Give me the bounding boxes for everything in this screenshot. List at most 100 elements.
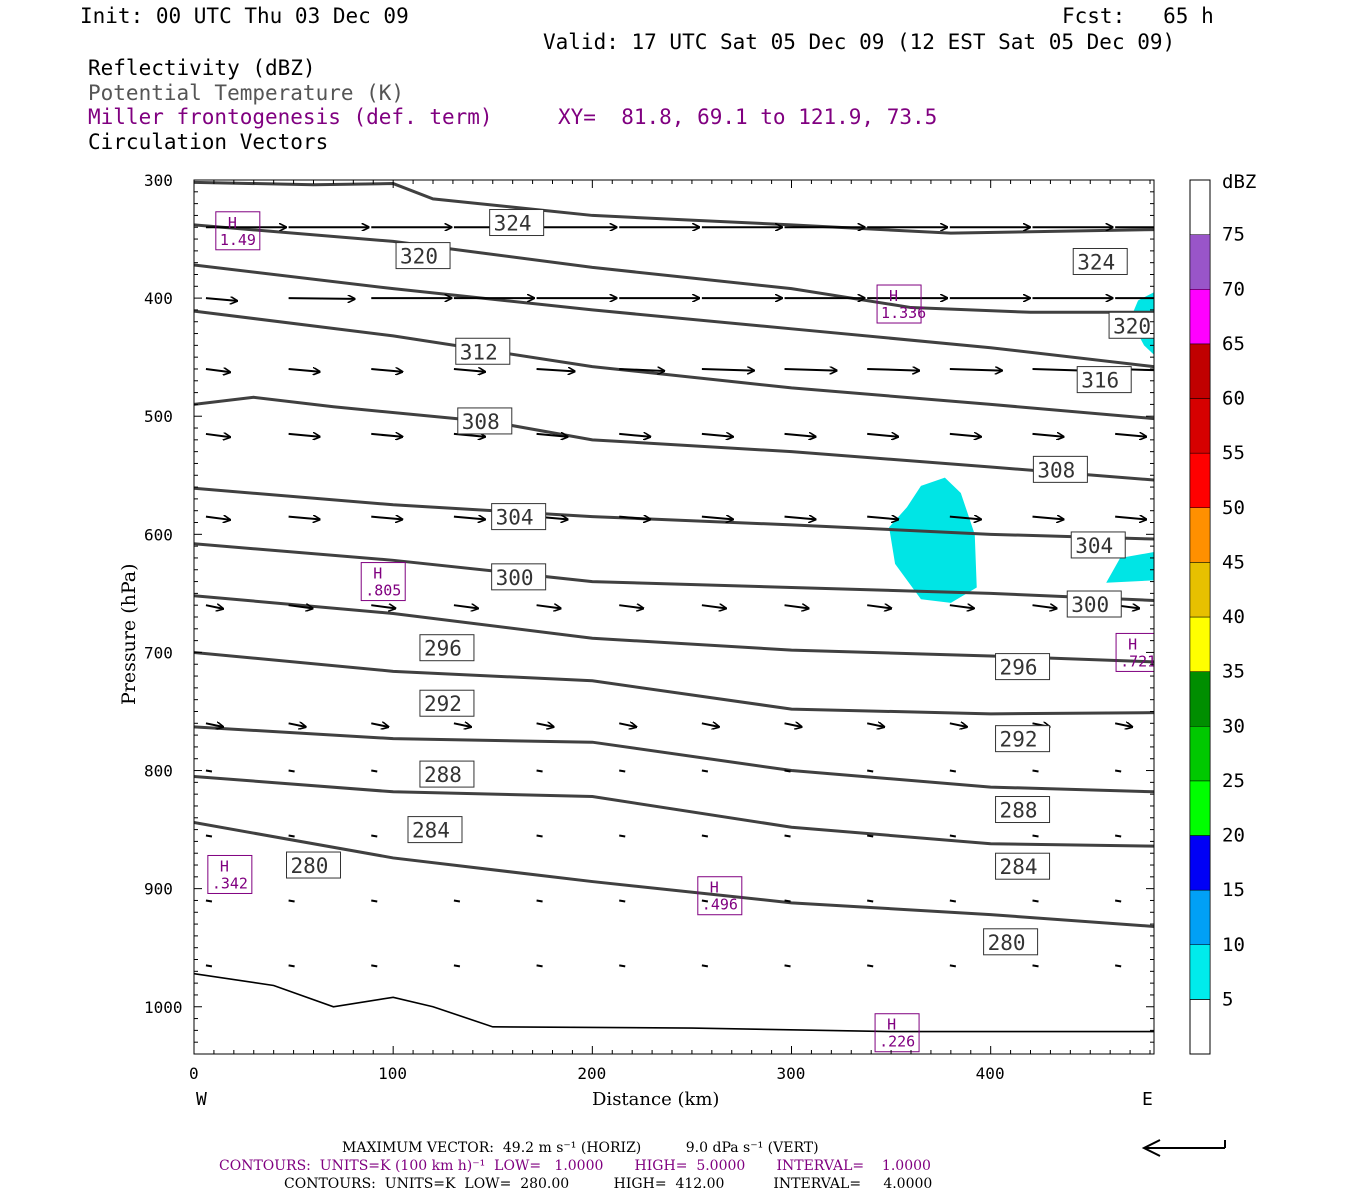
circulation-vector — [371, 605, 395, 608]
colorbar-swatch — [1189, 998, 1211, 1055]
colorbar-swatch — [1189, 289, 1211, 345]
theta-label-box — [1108, 311, 1154, 339]
colorbar-label: 25 — [1222, 770, 1245, 792]
circulation-vector — [1032, 834, 1039, 838]
circulation-vector — [453, 369, 485, 372]
circulation-vector — [1032, 369, 1085, 371]
footer-contours-frontogenesis: CONTOURS: UNITS=K (100 km h)⁻¹ LOW= 1.00… — [219, 1158, 931, 1174]
colorbar-swatch — [1189, 343, 1211, 399]
circulation-vector — [949, 899, 957, 903]
circulation-vector — [288, 964, 295, 968]
theta-contour-label: 284 — [1000, 855, 1038, 879]
x-axis-title: Distance (km) — [592, 1089, 719, 1110]
circulation-vector — [536, 964, 543, 968]
circulation-vector — [949, 605, 974, 608]
theta-contour-label: 324 — [1077, 250, 1115, 274]
theta-contour-304 — [194, 486, 1154, 541]
theta-contour-316 — [194, 263, 1154, 369]
circulation-vector — [1114, 834, 1122, 838]
circulation-vector — [205, 723, 223, 727]
frontogenesis-max-value: .721 — [1120, 652, 1156, 670]
circulation-vector — [453, 605, 478, 608]
frontogenesis-max-value: .805 — [365, 582, 401, 600]
circulation-vector — [866, 723, 884, 727]
footer-contours-theta: CONTOURS: UNITS=K LOW= 280.00 HIGH= 412.… — [284, 1176, 933, 1192]
circulation-vector — [619, 434, 650, 437]
y-tick-label: 400 — [144, 289, 173, 308]
frontogenesis-max-h: H — [220, 857, 229, 875]
theta-contour-label: 300 — [496, 566, 534, 590]
circulation-vector — [701, 899, 709, 903]
circulation-vector — [288, 605, 313, 608]
west-label: W — [196, 1089, 207, 1110]
frontogenesis-max-box — [697, 876, 743, 916]
frontogenesis-max-box — [215, 211, 261, 251]
circulation-vector — [371, 899, 378, 903]
theta-label-box — [995, 796, 1051, 824]
theta-label-box — [983, 928, 1039, 956]
circulation-vector — [784, 605, 809, 608]
circulation-vector — [949, 369, 1002, 371]
theta-contour-label: 296 — [424, 637, 462, 661]
circulation-vector — [371, 723, 388, 727]
frontogenesis-max-h: H — [228, 214, 237, 232]
theta-contour-312 — [194, 309, 1154, 421]
colorbar-unit: dBZ — [1222, 171, 1256, 193]
circulation-vector — [701, 517, 733, 520]
circulation-vector — [288, 769, 295, 773]
y-tick-label: 300 — [144, 171, 173, 190]
theta-label-box — [995, 852, 1051, 880]
theta-label-box — [1032, 455, 1088, 483]
x-tick-label: 100 — [378, 1064, 407, 1083]
theta-contour-label: 280 — [988, 931, 1026, 955]
frontogenesis-max-box — [876, 284, 922, 324]
field-reflectivity: Reflectivity (dBZ) — [88, 56, 316, 80]
theta-label-box — [455, 337, 511, 365]
theta-label-box — [457, 407, 513, 435]
colorbar-swatch — [1189, 889, 1211, 945]
y-tick-label: 500 — [144, 407, 173, 426]
circulation-vector — [867, 605, 891, 608]
theta-label-box — [419, 634, 475, 662]
circulation-vector — [205, 605, 223, 609]
theta-contour-label: 292 — [1000, 728, 1038, 752]
colorbar-label: 35 — [1222, 661, 1245, 683]
circulation-vector — [619, 964, 626, 968]
circulation-vector — [701, 723, 719, 727]
circulation-vector — [1032, 964, 1039, 968]
colorbar-swatch — [1189, 616, 1211, 672]
frontogenesis-max-h: H — [1128, 635, 1137, 653]
field-frontogenesis: Miller frontogenesis (def. term) — [88, 105, 493, 129]
theta-label-box — [1070, 531, 1126, 559]
theta-contour-label: 304 — [496, 506, 534, 530]
colorbar-swatch — [1189, 452, 1211, 508]
circulation-vector — [536, 605, 561, 608]
circulation-vector — [949, 964, 957, 968]
circulation-vector — [371, 434, 402, 437]
theta-contour-label: 312 — [460, 340, 498, 364]
field-vectors: Circulation Vectors — [88, 130, 329, 154]
theta-contour-280 — [194, 821, 1154, 928]
reflectivity-area — [889, 477, 977, 603]
circulation-vector — [371, 517, 402, 520]
x-tick-label: 400 — [976, 1064, 1005, 1083]
circulation-vector — [453, 899, 461, 903]
circulation-vector — [619, 769, 626, 773]
colorbar-label: 65 — [1222, 333, 1245, 355]
xy-endpoints: XY= 81.8, 69.1 to 121.9, 73.5 — [558, 105, 938, 129]
circulation-vector — [205, 369, 230, 372]
colorbar-swatch — [1189, 944, 1211, 1000]
theta-contour-label: 316 — [1081, 369, 1119, 393]
circulation-vector — [205, 899, 213, 903]
frontogenesis-max-value: .226 — [879, 1033, 915, 1051]
theta-contour-320 — [194, 223, 1154, 314]
circulation-vector — [371, 769, 378, 773]
theta-contour-label: 308 — [1037, 458, 1075, 482]
circulation-vector — [288, 899, 295, 903]
theta-contour-label: 288 — [1000, 799, 1038, 823]
theta-label-box — [286, 851, 342, 879]
colorbar-swatch — [1189, 234, 1211, 290]
circulation-vector — [288, 834, 295, 838]
